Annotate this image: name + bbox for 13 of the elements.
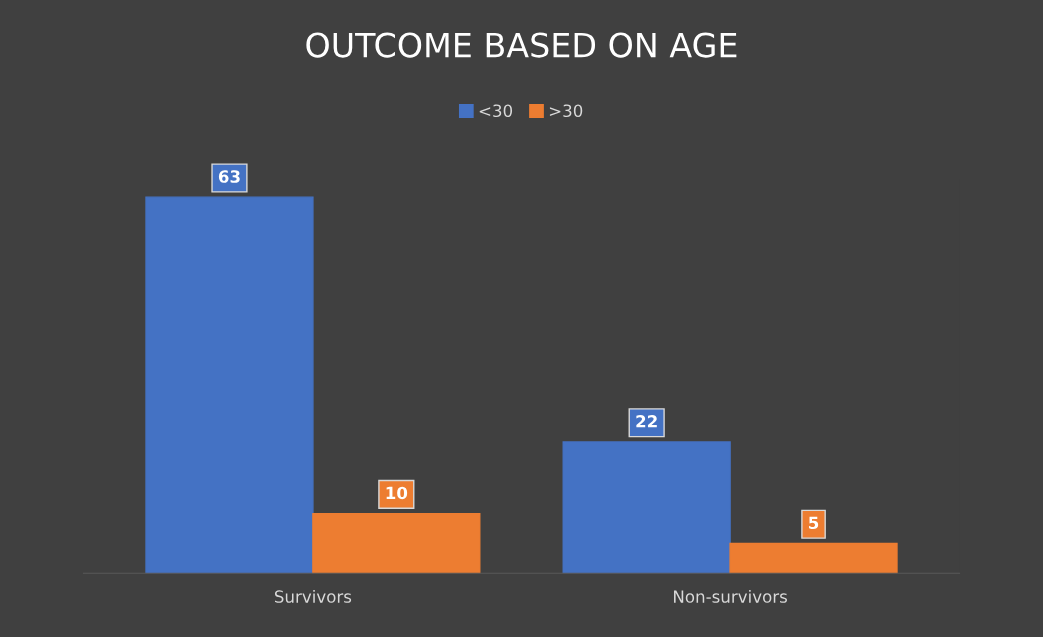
data-label: 22 — [636, 415, 657, 428]
x-tick-label: Survivors — [274, 589, 352, 603]
data-label: 10 — [386, 486, 408, 500]
bar — [145, 196, 314, 574]
chart-title: OUTCOME BASED ON AGE — [306, 32, 737, 58]
bar — [562, 441, 731, 574]
legend-label: <30 — [479, 104, 513, 118]
bar — [729, 542, 898, 574]
bar — [312, 512, 481, 574]
legend-label: >30 — [549, 104, 583, 118]
data-label: 63 — [218, 170, 240, 183]
x-tick-label: Non-survivors — [674, 589, 787, 603]
data-label: 5 — [809, 516, 819, 530]
